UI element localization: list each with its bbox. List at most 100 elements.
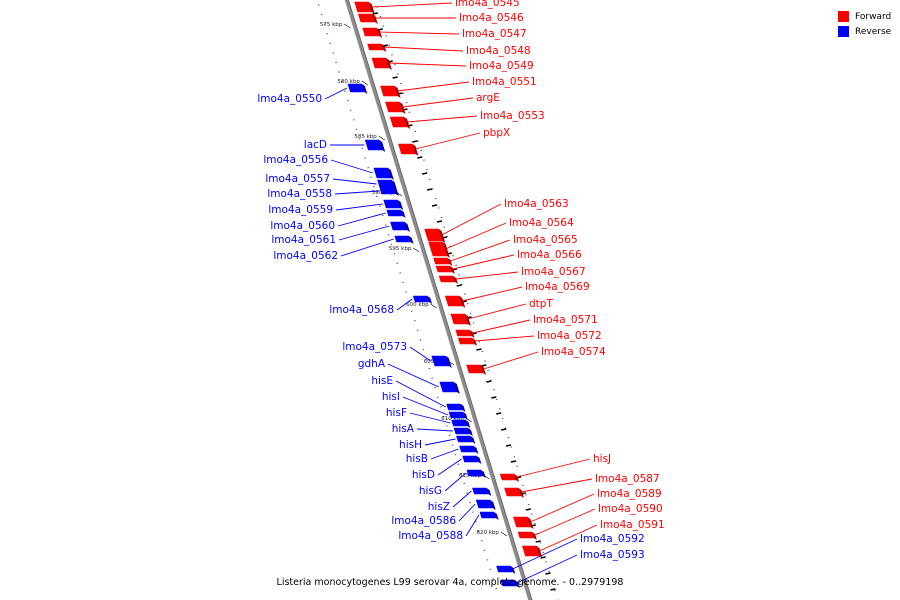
forward-gene-feature xyxy=(389,116,411,129)
block-dash xyxy=(422,172,428,175)
reverse-gene-feature xyxy=(347,83,368,94)
reverse-leader-line xyxy=(338,225,390,241)
reverse-gene-feature xyxy=(364,139,386,152)
block-dash xyxy=(392,76,398,79)
block-dash xyxy=(500,428,507,431)
block-dash xyxy=(476,348,482,351)
forward-leader-line xyxy=(441,203,502,236)
genome-caption: Listeria monocytogenes L99 serovar 4a, c… xyxy=(276,577,624,588)
reverse-gene-feature xyxy=(472,487,492,496)
forward-gene-label: lmo4a_0549 xyxy=(469,60,534,72)
reverse-leader-line xyxy=(416,428,453,432)
reverse-gene-feature xyxy=(451,419,471,428)
reverse-leader-line xyxy=(458,503,476,522)
backbone-edge xyxy=(348,0,533,600)
gene-features xyxy=(347,1,543,588)
reverse-gene-feature xyxy=(500,579,520,588)
forward-leader-line xyxy=(483,351,539,370)
forward-gene-feature xyxy=(455,329,475,338)
reverse-leader-line xyxy=(430,448,459,460)
scale-tick-label: 600 kbp xyxy=(406,302,429,308)
reverse-gene-label: hisH xyxy=(399,439,422,451)
forward-gene-label: lmo4a_0571 xyxy=(533,314,598,326)
block-dash xyxy=(426,188,433,191)
reverse-gene-feature xyxy=(479,511,499,520)
forward-gene-label: lmo4a_0545 xyxy=(455,0,520,9)
forward-gene-feature xyxy=(385,101,406,114)
reverse-gene-feature xyxy=(390,221,410,232)
gene-labels: lmo4a_0545 lmo4a_0546 lmo4a_0547 lmo4a_0548… xyxy=(257,0,664,561)
reverse-gene-feature xyxy=(448,411,468,420)
forward-gene-label: lmo4a_0591 xyxy=(600,519,665,531)
block-dash xyxy=(535,540,541,543)
forward-gene-label: lmo4a_0564 xyxy=(509,217,574,229)
block-dash xyxy=(436,220,443,223)
reverse-leader-line xyxy=(396,298,413,311)
legend-item-reverse: Reverse xyxy=(838,24,891,39)
forward-leader-line xyxy=(388,62,467,67)
forward-leader-line xyxy=(415,132,481,150)
reverse-gene-label: lmo4a_0550 xyxy=(257,93,322,105)
forward-gene-feature xyxy=(450,313,471,326)
reverse-leader-line xyxy=(409,346,432,362)
block-dash xyxy=(486,380,492,383)
reverse-gene-label: hisF xyxy=(386,407,407,419)
reverse-gene-feature xyxy=(475,499,496,510)
forward-leader-line xyxy=(475,335,535,342)
reverse-gene-label: hisI xyxy=(382,391,400,403)
reverse-gene-feature xyxy=(379,187,399,196)
scale-tick-label: 595 kbp xyxy=(389,246,412,252)
reverse-gene-label: lmo4a_0562 xyxy=(273,250,338,262)
reverse-gene-feature xyxy=(373,167,394,180)
reverse-leader-line xyxy=(334,190,379,195)
reverse-leader-line xyxy=(335,203,383,211)
reverse-gene-feature xyxy=(462,455,482,464)
forward-leader-line xyxy=(534,508,596,536)
forward-gene-feature xyxy=(517,531,537,540)
block-dash xyxy=(372,12,379,15)
scale-tick-label: 585 kbp xyxy=(354,134,377,140)
reverse-gene-feature xyxy=(496,565,516,574)
forward-gene-label: lmo4a_0548 xyxy=(466,45,531,57)
forward-leader-line xyxy=(517,458,591,478)
reverse-gene-label: hisE xyxy=(371,375,393,387)
reverse-gene-label: hisB xyxy=(406,453,428,465)
reverse-swatch xyxy=(838,26,849,37)
reverse-gene-feature xyxy=(386,209,406,218)
reverse-gene-label: lmo4a_0586 xyxy=(391,515,456,527)
reverse-gene-label: lmo4a_0556 xyxy=(263,154,328,166)
forward-gene-feature xyxy=(457,337,478,346)
reverse-gene-feature xyxy=(412,295,433,304)
forward-leader-line xyxy=(384,46,464,52)
label-leader-lines xyxy=(324,2,598,584)
block-dash xyxy=(496,412,502,415)
reverse-leader-line xyxy=(516,554,578,584)
forward-gene-label: lmo4a_0587 xyxy=(595,473,660,485)
forward-swatch xyxy=(838,11,849,22)
forward-gene-feature xyxy=(357,13,378,24)
block-dash xyxy=(431,204,438,207)
scale-tick-mark xyxy=(378,135,385,141)
reverse-leader-line xyxy=(512,538,578,570)
reverse-gene-feature xyxy=(383,199,404,210)
reverse-gene-label: lmo4a_0561 xyxy=(271,234,336,246)
forward-leader-line xyxy=(402,97,474,108)
reverse-leader-line xyxy=(324,87,348,100)
forward-gene-label: lmo4a_0553 xyxy=(480,110,545,122)
scale-tick-mark xyxy=(413,247,420,253)
forward-gene-label: lmo4a_0563 xyxy=(504,198,569,210)
block-dash xyxy=(545,572,551,575)
reverse-gene-label: hisZ xyxy=(428,501,450,513)
reverse-gene-label: lmo4a_0568 xyxy=(329,304,394,316)
strand-legend: Forward Reverse xyxy=(838,9,891,39)
forward-gene-label: lmo4a_0590 xyxy=(598,503,663,515)
scale-tick-mark xyxy=(344,23,351,29)
forward-gene-label: argE xyxy=(476,92,500,104)
forward-leader-line xyxy=(397,81,470,92)
scale-tick-mark xyxy=(361,80,368,86)
forward-gene-label: lmo4a_0567 xyxy=(521,266,586,278)
forward-gene-label: lmo4a_0572 xyxy=(537,330,602,342)
block-dash xyxy=(540,556,546,559)
reverse-leader-line xyxy=(437,458,462,476)
